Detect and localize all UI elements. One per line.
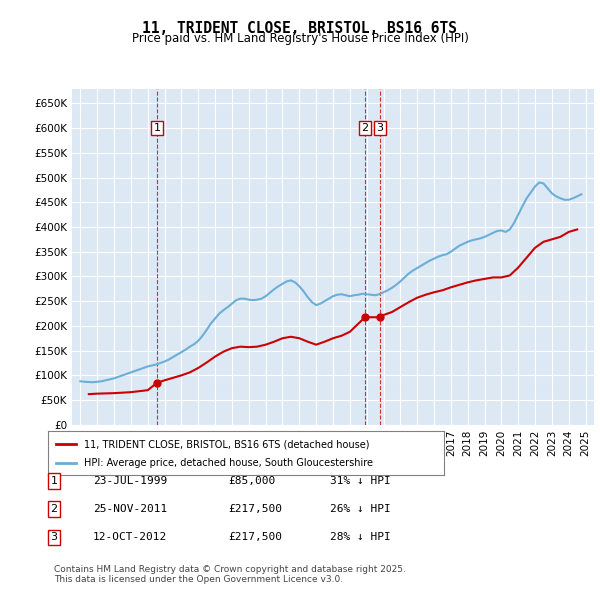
- Text: Price paid vs. HM Land Registry's House Price Index (HPI): Price paid vs. HM Land Registry's House …: [131, 32, 469, 45]
- Text: 28% ↓ HPI: 28% ↓ HPI: [330, 533, 391, 542]
- Text: 11, TRIDENT CLOSE, BRISTOL, BS16 6TS: 11, TRIDENT CLOSE, BRISTOL, BS16 6TS: [143, 21, 458, 35]
- Text: 1: 1: [50, 476, 58, 486]
- Text: 26% ↓ HPI: 26% ↓ HPI: [330, 504, 391, 514]
- Text: HPI: Average price, detached house, South Gloucestershire: HPI: Average price, detached house, Sout…: [83, 458, 373, 468]
- Text: 2: 2: [50, 504, 58, 514]
- Text: 1: 1: [154, 123, 161, 133]
- Text: £85,000: £85,000: [228, 476, 275, 486]
- Text: 3: 3: [50, 533, 58, 542]
- Text: 31% ↓ HPI: 31% ↓ HPI: [330, 476, 391, 486]
- Text: 2: 2: [361, 123, 368, 133]
- Text: Contains HM Land Registry data © Crown copyright and database right 2025.
This d: Contains HM Land Registry data © Crown c…: [54, 565, 406, 584]
- Text: 3: 3: [376, 123, 383, 133]
- Text: 23-JUL-1999: 23-JUL-1999: [93, 476, 167, 486]
- Text: £217,500: £217,500: [228, 504, 282, 514]
- Text: 25-NOV-2011: 25-NOV-2011: [93, 504, 167, 514]
- Text: 12-OCT-2012: 12-OCT-2012: [93, 533, 167, 542]
- Text: 11, TRIDENT CLOSE, BRISTOL, BS16 6TS (detached house): 11, TRIDENT CLOSE, BRISTOL, BS16 6TS (de…: [83, 440, 369, 450]
- Text: £217,500: £217,500: [228, 533, 282, 542]
